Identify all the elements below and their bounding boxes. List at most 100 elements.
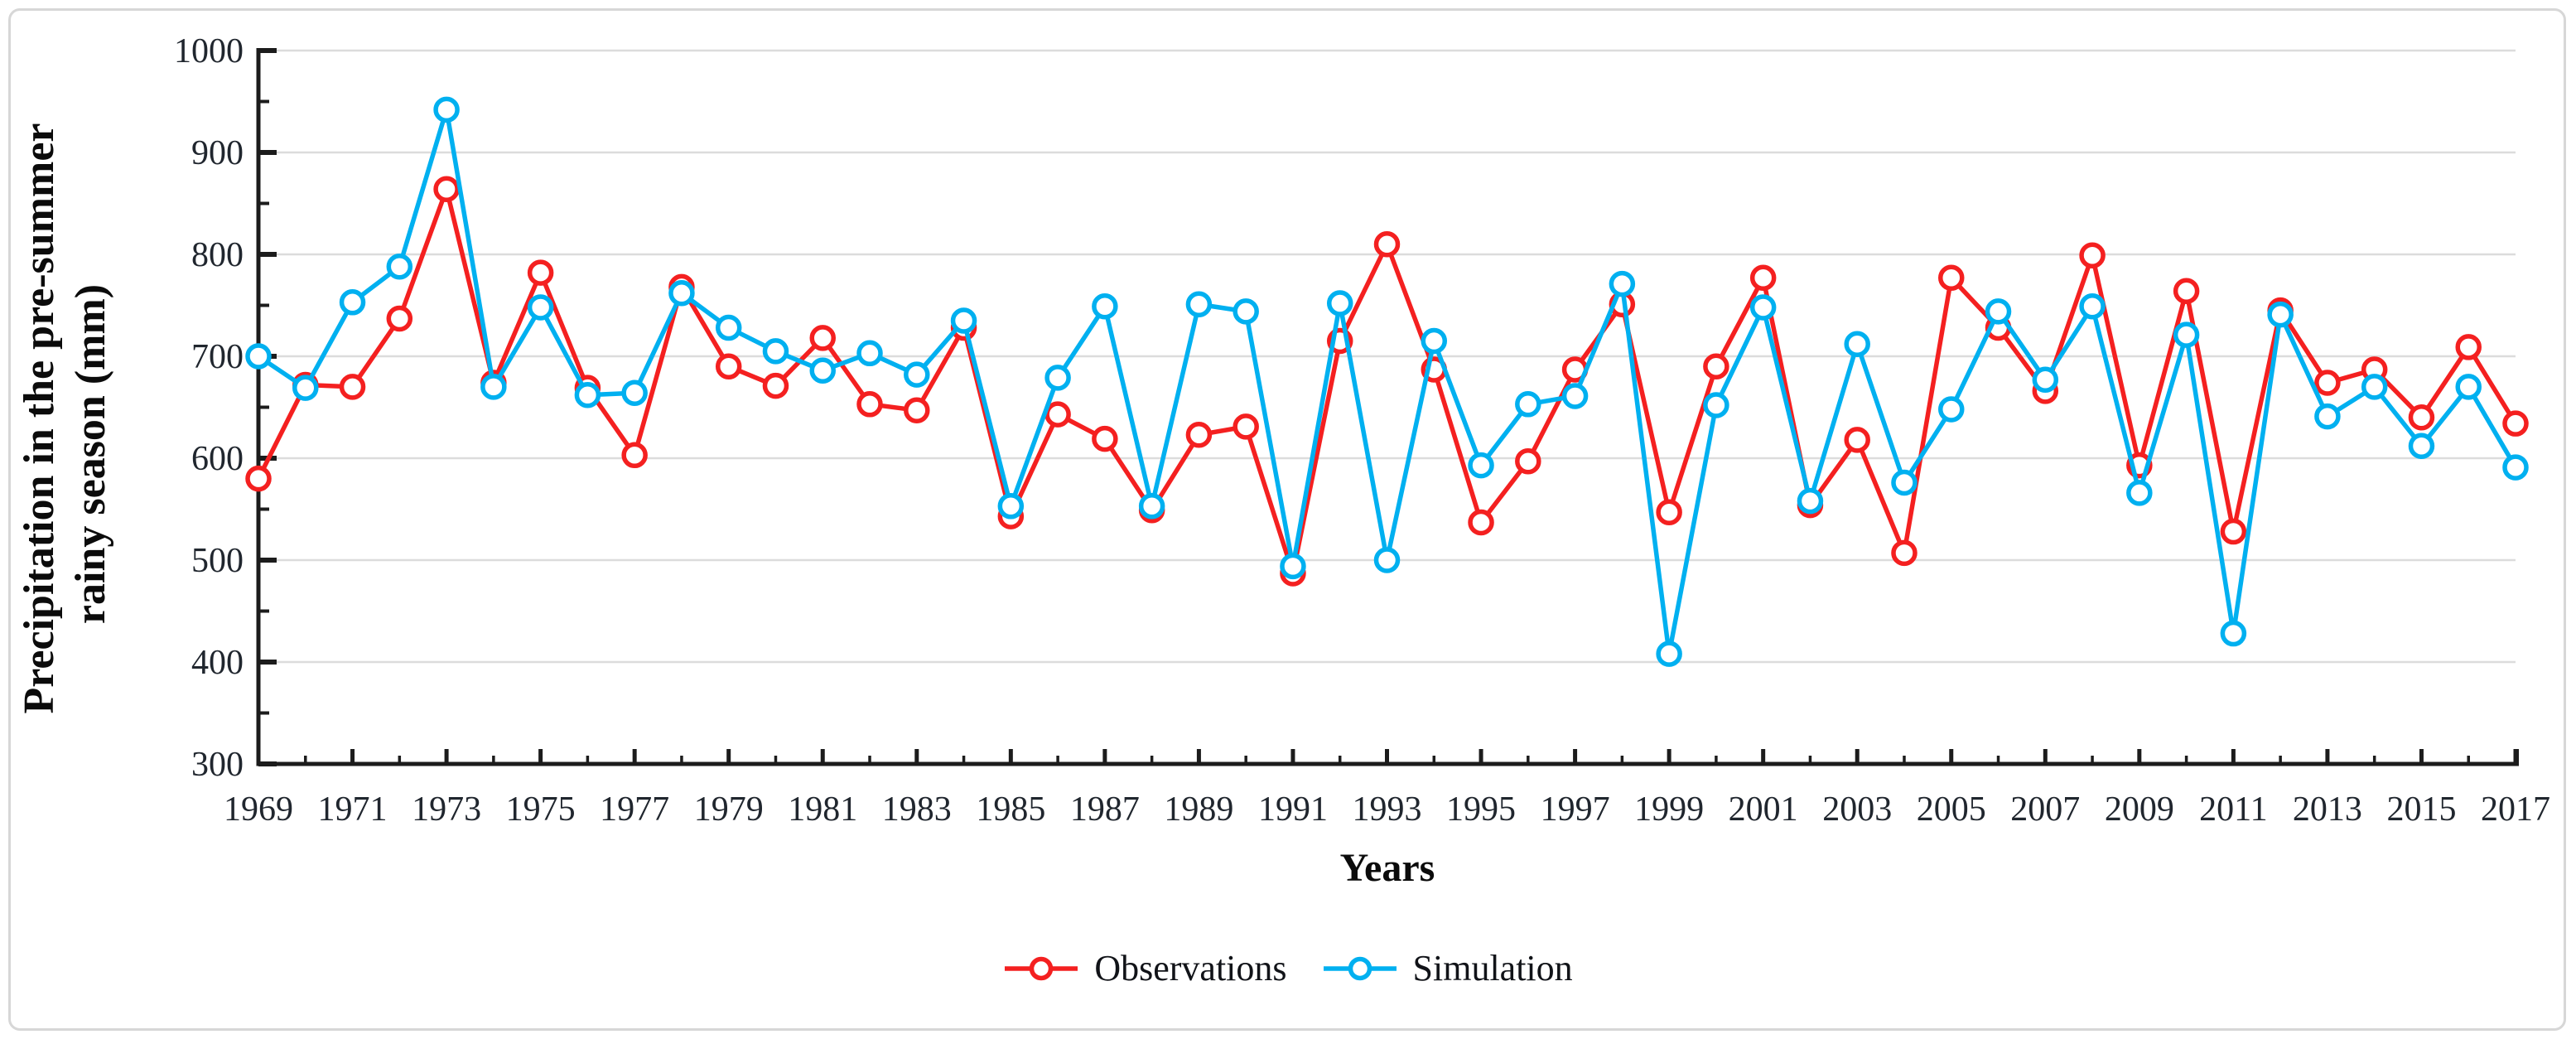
observations-data-point xyxy=(245,465,272,492)
observations-data-point xyxy=(1703,353,1729,380)
observations-data-point xyxy=(715,353,742,380)
simulation-data-point xyxy=(1515,391,1541,418)
simulation-data-point xyxy=(2267,301,2294,328)
simulation-data-point xyxy=(1938,396,1965,423)
legend: Observations Simulation xyxy=(0,947,2576,989)
simulation-data-point xyxy=(245,343,272,370)
simulation-data-point xyxy=(1561,383,1589,409)
observations-data-point xyxy=(1185,421,1213,448)
x-tick-label: 2001 xyxy=(1729,790,1798,829)
simulation-data-point xyxy=(904,361,930,388)
x-tick-label: 1981 xyxy=(788,790,857,829)
observations-data-point xyxy=(1844,427,1870,453)
simulation-data-point xyxy=(1373,547,1401,573)
x-tick-label: 2017 xyxy=(2481,790,2550,829)
y-tick-label: 300 xyxy=(191,746,244,784)
simulation-data-point xyxy=(292,375,319,401)
observations-data-point xyxy=(2220,518,2247,545)
observations-data-point xyxy=(809,325,836,351)
simulation-data-point xyxy=(2126,480,2153,506)
simulation-data-point xyxy=(2408,433,2435,459)
x-tick-label: 1973 xyxy=(412,790,481,829)
simulation-data-point xyxy=(2220,620,2247,647)
simulation-data-point xyxy=(668,279,695,307)
y-axis-title-line1: Precipitation in the pre-summer xyxy=(16,123,63,714)
legend-label-observations: Observations xyxy=(1094,948,1287,988)
simulation-data-point xyxy=(386,254,413,280)
x-tick-label: 1997 xyxy=(1541,790,1610,829)
simulation-data-point xyxy=(574,381,601,408)
simulation-data-point xyxy=(1421,327,1448,355)
y-tick-label: 1000 xyxy=(174,32,244,70)
observations-data-point xyxy=(621,442,648,469)
observations-data-point xyxy=(2079,242,2106,268)
observations-data-point xyxy=(339,374,366,400)
observations-data-point xyxy=(1515,447,1541,475)
simulation-data-point xyxy=(1985,298,2012,325)
x-tick-label: 1989 xyxy=(1164,790,1233,829)
simulation-data-point xyxy=(715,314,742,341)
simulation-data-point xyxy=(950,307,977,334)
y-tick-label: 800 xyxy=(191,236,244,274)
simulation-data-point xyxy=(480,374,507,400)
observations-data-point xyxy=(1373,230,1401,258)
x-tick-label: 1985 xyxy=(976,790,1045,829)
simulation-data-point xyxy=(2032,366,2059,394)
simulation-data-point xyxy=(762,338,789,365)
simulation-data-point xyxy=(809,357,836,384)
simulation-data-point xyxy=(2173,321,2200,348)
simulation-data-point xyxy=(1185,291,1213,318)
observations-data-point xyxy=(2173,278,2200,305)
observations-data-point xyxy=(2408,404,2435,431)
x-tick-label: 2013 xyxy=(2293,790,2362,829)
x-tick-label: 1969 xyxy=(224,790,293,829)
y-tick-label: 700 xyxy=(191,338,244,376)
observations-data-point xyxy=(1938,264,1965,292)
simulation-data-point xyxy=(2079,292,2106,320)
y-axis-title-line2: rainy season (mm) xyxy=(67,284,114,624)
observations-data-point xyxy=(433,176,460,203)
simulation-data-point xyxy=(1280,553,1306,580)
legend-item-simulation: Simulation xyxy=(1322,947,1573,989)
simulation-data-point xyxy=(1233,298,1259,325)
simulation-data-point xyxy=(339,289,366,316)
observations-data-point xyxy=(904,397,930,423)
observations-data-point xyxy=(1233,413,1259,440)
observations-data-point xyxy=(1092,425,1118,452)
simulation-marker-icon xyxy=(1323,956,1397,980)
x-tick-label: 1977 xyxy=(600,790,669,829)
x-tick-label: 2011 xyxy=(2199,790,2267,829)
x-tick-label: 2003 xyxy=(1822,790,1892,829)
x-tick-label: 1979 xyxy=(694,790,764,829)
x-tick-label: 1971 xyxy=(318,790,388,829)
simulation-data-point xyxy=(433,96,460,123)
simulation-data-point xyxy=(1656,640,1682,667)
x-tick-label: 1999 xyxy=(1634,790,1704,829)
observations-data-point xyxy=(1656,499,1682,525)
plot-area: 300 400 500 600 700 800 900 1000 1969 1971 1973 197… xyxy=(174,32,2550,829)
simulation-data-point xyxy=(997,493,1025,520)
simulation-data-point xyxy=(1749,294,1777,321)
simulation-data-point xyxy=(1703,392,1729,418)
simulation-data-point xyxy=(1609,270,1636,297)
observations-data-point xyxy=(1468,509,1494,536)
observations-data-point xyxy=(1891,539,1918,567)
x-tick-label: 2005 xyxy=(1917,790,1986,829)
observations-data-point xyxy=(1749,264,1777,292)
simulation-data-point xyxy=(1468,452,1494,479)
observations-data-point xyxy=(856,391,883,418)
simulation-data-point xyxy=(2361,374,2388,400)
simulation-data-point xyxy=(1844,331,1870,357)
observations-data-point xyxy=(762,372,789,399)
observations-marker-icon xyxy=(1005,956,1078,980)
x-tick-label: 1983 xyxy=(882,790,952,829)
x-tick-label: 1991 xyxy=(1258,790,1328,829)
x-tick-label: 2009 xyxy=(2105,790,2174,829)
x-axis-title: Years xyxy=(1340,846,1435,890)
simulation-data-point xyxy=(1092,292,1118,320)
y-tick-label: 600 xyxy=(191,440,244,478)
y-tick-label: 400 xyxy=(191,644,244,682)
x-tick-label: 1987 xyxy=(1070,790,1140,829)
